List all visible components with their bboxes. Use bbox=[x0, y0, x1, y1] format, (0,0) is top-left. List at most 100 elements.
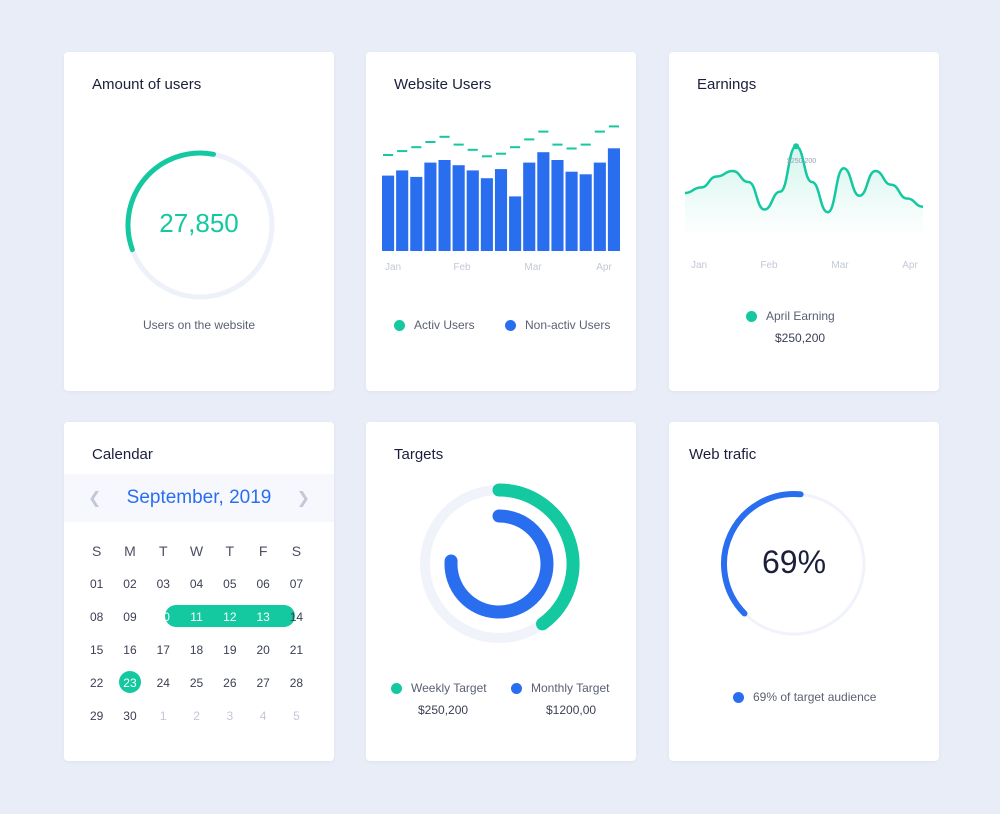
calendar-day[interactable]: 12 bbox=[223, 609, 237, 624]
targets-rings bbox=[420, 483, 580, 643]
calendar-day[interactable]: 29 bbox=[89, 708, 104, 723]
earnings-area-fill bbox=[685, 146, 923, 237]
weekday-label: W bbox=[189, 542, 204, 559]
card-title: Targets bbox=[394, 446, 444, 463]
bar-non-activ-users bbox=[494, 169, 508, 251]
calendar-day[interactable]: 5 bbox=[293, 708, 300, 723]
web-trafic-gauge bbox=[720, 491, 866, 636]
blue-dot-icon bbox=[505, 319, 516, 331]
calendar-day[interactable]: 20 bbox=[256, 642, 270, 657]
calendar-day[interactable]: 28 bbox=[289, 675, 304, 690]
bar-non-activ-users bbox=[438, 160, 451, 251]
calendar-day[interactable]: 09 bbox=[123, 609, 137, 624]
weekday-label: S bbox=[291, 542, 302, 559]
calendar-day[interactable]: 11 bbox=[190, 609, 203, 624]
calendar-day[interactable]: 25 bbox=[189, 675, 204, 690]
earnings-line bbox=[684, 144, 924, 214]
marker-activ-users bbox=[524, 138, 535, 141]
calendar-day[interactable]: 08 bbox=[89, 609, 104, 624]
legend-label: April Earning bbox=[766, 309, 835, 323]
calendar-day[interactable]: 18 bbox=[189, 642, 204, 657]
x-tick-label: Mar bbox=[524, 262, 542, 273]
calendar-day[interactable]: 16 bbox=[123, 642, 137, 657]
calendar-day[interactable]: 30 bbox=[123, 708, 137, 723]
calendar-day[interactable]: 19 bbox=[223, 642, 237, 657]
calendar-day[interactable]: 27 bbox=[256, 675, 270, 690]
marker-activ-users bbox=[538, 130, 549, 133]
marker-activ-users bbox=[453, 143, 464, 146]
bar-non-activ-users bbox=[565, 171, 578, 251]
weekday-label: S bbox=[91, 542, 102, 559]
users-caption: Users on the website bbox=[142, 318, 256, 332]
chevron-right-icon[interactable]: ❯ bbox=[296, 490, 310, 507]
calendar-day[interactable]: 03 bbox=[156, 576, 170, 591]
calendar-day[interactable]: 06 bbox=[256, 576, 270, 591]
monthly-target-arc bbox=[444, 509, 554, 619]
calendar-week-row: 01 02 03 04 05 06 07 bbox=[80, 567, 330, 600]
calendar-week-row: 08 09 10 11 12 13 14 bbox=[80, 600, 330, 633]
marker-activ-users bbox=[594, 130, 605, 133]
calendar-day[interactable]: 07 bbox=[289, 576, 304, 591]
website-users-bar-chart: Jan Feb Mar Apr bbox=[382, 125, 620, 273]
marker-activ-users bbox=[608, 125, 619, 128]
legend-label: Activ Users bbox=[414, 318, 475, 332]
earnings-area-chart: Jan Feb Mar Apr bbox=[684, 143, 924, 271]
teal-dot-icon bbox=[746, 310, 757, 322]
calendar-day[interactable]: 23 bbox=[123, 675, 137, 690]
marker-activ-users bbox=[495, 152, 507, 155]
marker-activ-users bbox=[425, 141, 436, 143]
calendar-day[interactable]: 21 bbox=[289, 642, 304, 657]
calendar-header: ❮ September, 2019 ❯ bbox=[64, 474, 334, 522]
x-tick-label: Jan bbox=[385, 262, 401, 273]
chevron-left-icon[interactable]: ❮ bbox=[88, 490, 102, 507]
calendar-day[interactable]: 24 bbox=[156, 675, 170, 690]
earnings-card: Earnings Jan Feb Mar Apr $250,200 April Ear… bbox=[669, 52, 939, 391]
calendar-day[interactable]: 4 bbox=[259, 708, 267, 723]
marker-activ-users bbox=[566, 147, 577, 150]
weekly-target-arc bbox=[492, 483, 580, 631]
users-count: 27,850 bbox=[159, 208, 239, 238]
calendar-day[interactable]: 05 bbox=[223, 576, 237, 591]
marker-activ-users bbox=[481, 155, 492, 158]
teal-dot-icon bbox=[391, 682, 402, 694]
bar-non-activ-users bbox=[551, 160, 564, 251]
calendar-day[interactable]: 26 bbox=[223, 675, 237, 690]
bar-non-activ-users bbox=[424, 162, 437, 251]
blue-dot-icon bbox=[733, 691, 744, 703]
calendar-week-row: 15 16 17 18 19 20 21 bbox=[80, 633, 330, 666]
calendar-day[interactable]: 13 bbox=[256, 609, 270, 624]
calendar-day[interactable]: 02 bbox=[123, 576, 137, 591]
calendar-day[interactable]: 3 bbox=[226, 708, 234, 723]
card-title: Earnings bbox=[697, 76, 757, 93]
calendar-day[interactable]: 1 bbox=[159, 708, 167, 723]
marker-activ-users bbox=[383, 154, 394, 156]
marker-activ-users bbox=[510, 146, 521, 149]
blue-dot-icon bbox=[511, 682, 522, 694]
bar-non-activ-users bbox=[593, 162, 606, 251]
targets-card: Targets Weekly Target $250,200 Monthly T… bbox=[366, 422, 636, 761]
bar-non-activ-users bbox=[537, 152, 550, 251]
bar-non-activ-users bbox=[607, 148, 620, 251]
calendar-day[interactable]: 2 bbox=[193, 708, 200, 723]
calendar-day[interactable]: 10 bbox=[156, 609, 170, 624]
weekly-target-value: $250,200 bbox=[418, 703, 469, 717]
bar-non-activ-users bbox=[579, 174, 592, 251]
amount-of-users-card: Amount of users 27,850 Users on the webs… bbox=[64, 52, 334, 391]
calendar-day[interactable]: 15 bbox=[89, 642, 104, 657]
selected-range-highlight bbox=[165, 605, 295, 627]
legend-weekly-target: Weekly Target bbox=[391, 681, 487, 695]
calendar-grid: S M T W T F S 01 02 03 04 05 06 07 08 09 10 11 12 13 14 15 16 1… bbox=[80, 534, 330, 732]
marker-activ-users bbox=[580, 143, 591, 146]
calendar-day[interactable]: 01 bbox=[89, 576, 104, 591]
x-tick-label: Feb bbox=[760, 260, 778, 271]
web-trafic-value: 69% bbox=[761, 544, 827, 580]
users-gauge bbox=[125, 150, 275, 300]
x-tick-label: Apr bbox=[596, 262, 612, 273]
calendar-day[interactable]: 04 bbox=[189, 576, 204, 591]
bar-non-activ-users bbox=[480, 178, 493, 251]
calendar-day[interactable]: 22 bbox=[89, 675, 104, 690]
calendar-day[interactable]: 17 bbox=[156, 642, 170, 657]
calendar-day[interactable]: 14 bbox=[289, 609, 304, 624]
legend-label: 69% of target audience bbox=[753, 690, 877, 704]
legend-label: Non-activ Users bbox=[525, 318, 611, 332]
